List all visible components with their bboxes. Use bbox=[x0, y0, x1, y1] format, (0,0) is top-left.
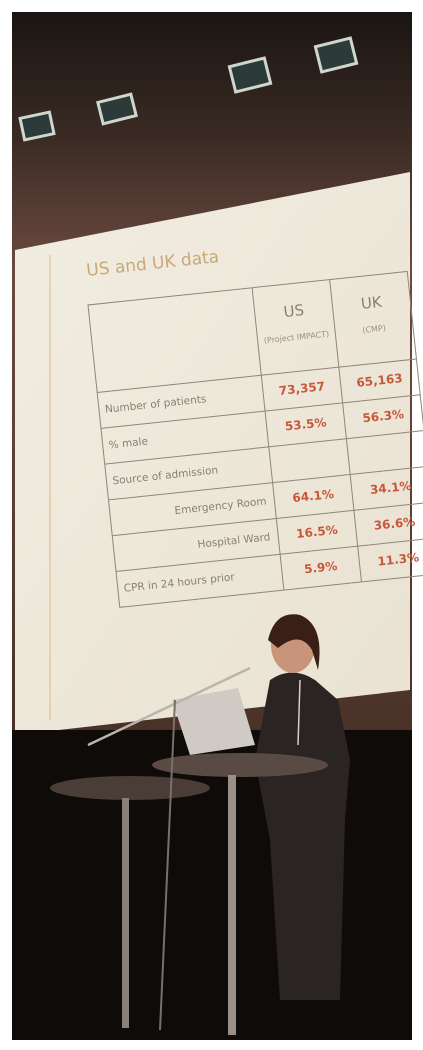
stage bbox=[12, 730, 412, 1040]
page: US and UK data US(Project IMPACT)UK(CMP)… bbox=[0, 0, 423, 1050]
cell-value: 11.3% bbox=[377, 550, 420, 568]
column-name: US bbox=[283, 301, 305, 321]
column-name: UK bbox=[360, 293, 384, 313]
photo: US and UK data US(Project IMPACT)UK(CMP)… bbox=[0, 0, 423, 1050]
